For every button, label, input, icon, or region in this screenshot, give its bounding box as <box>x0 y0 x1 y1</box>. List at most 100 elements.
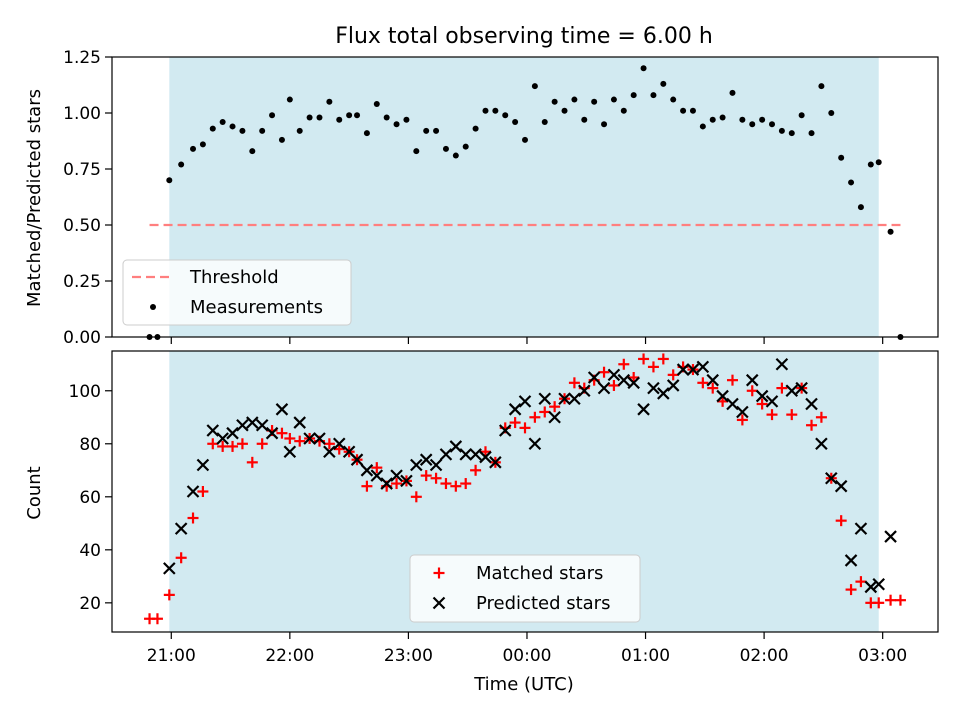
top-y-axis-label: Matched/Predicted stars <box>24 89 45 307</box>
predicted-star-point <box>726 397 739 411</box>
predicted-star-point <box>370 469 384 482</box>
legend-threshold-label: Threshold <box>189 267 279 288</box>
predicted-star-point <box>283 445 297 459</box>
measurement-point <box>306 114 313 121</box>
measurement-point <box>670 96 677 103</box>
measurement-point <box>689 107 696 114</box>
predicted-star-point <box>795 381 808 395</box>
matched-star-point <box>835 515 847 527</box>
measurement-point <box>719 114 726 121</box>
measurement-point <box>393 121 400 128</box>
predicted-star-point <box>587 371 601 384</box>
legend-matched-label: Matched stars <box>476 563 603 584</box>
measurement-point <box>857 204 864 211</box>
predicted-star-point <box>206 424 220 437</box>
measurement-point <box>620 107 627 114</box>
predicted-star-point <box>275 403 289 416</box>
matched-star-point <box>371 462 383 474</box>
predicted-star-point <box>676 363 690 376</box>
measurement-point <box>462 143 469 150</box>
x-tick-label: 23:00 <box>384 646 433 666</box>
matched-star-point <box>618 358 630 370</box>
matched-star-point <box>479 446 491 458</box>
measurement-point <box>541 118 548 125</box>
matched-star-point <box>217 440 229 452</box>
predicted-star-point <box>716 389 729 403</box>
matched-star-point <box>815 411 827 423</box>
predicted-stars-points <box>163 357 897 594</box>
matched-star-point <box>608 379 620 391</box>
measurement-point <box>166 177 173 184</box>
predicted-star-point <box>246 416 259 429</box>
predicted-star-point <box>255 418 269 432</box>
measurement-point <box>239 127 246 134</box>
measurement-point <box>848 179 855 186</box>
measurement-point <box>472 125 479 132</box>
measurement-point <box>709 116 716 123</box>
legend-matched-swatch <box>433 567 445 579</box>
predicted-star-point <box>745 373 759 387</box>
predicted-star-point <box>469 448 482 461</box>
measurement-point <box>769 121 776 128</box>
matched-star-point <box>430 472 442 484</box>
measurement-point <box>778 127 785 134</box>
top-panel: 0.00 0.25 0.50 0.75 1.00 1.25 Matched/Predict… <box>24 48 939 348</box>
bottom-x-ticks: 21:00 22:00 23:00 00:00 01:00 02:00 03:00 <box>147 632 907 666</box>
matched-star-point <box>845 584 857 596</box>
matched-star-point <box>598 366 610 378</box>
measurement-point <box>887 228 894 235</box>
predicted-star-point <box>864 580 878 594</box>
predicted-star-point <box>578 384 591 398</box>
predicted-star-point <box>449 440 463 453</box>
measurement-point <box>373 101 380 108</box>
legend-measurements-label: Measurements <box>190 297 323 318</box>
x-tick-label: 22:00 <box>265 646 314 666</box>
matched-star-point <box>333 443 345 455</box>
measurement-point <box>363 130 370 137</box>
matched-star-point <box>284 432 296 444</box>
predicted-star-point <box>479 450 492 464</box>
x-tick-label: 02:00 <box>740 646 789 666</box>
matched-star-point <box>519 422 531 434</box>
x-tick-label: 03:00 <box>858 646 907 666</box>
predicted-star-point <box>657 387 670 400</box>
matched-star-point <box>391 478 403 490</box>
matched-star-point <box>638 353 650 365</box>
matched-star-point <box>628 372 640 384</box>
measurement-point <box>190 145 197 152</box>
predicted-star-point <box>548 410 561 424</box>
predicted-star-point <box>607 368 621 382</box>
predicted-star-point <box>489 456 502 469</box>
predicted-star-point <box>429 458 443 472</box>
x-axis-label: Time (UTC) <box>473 674 574 695</box>
measurement-point <box>259 127 266 134</box>
measurement-point <box>818 83 825 90</box>
matched-star-point <box>539 406 551 418</box>
measurement-point <box>442 145 449 152</box>
measurement-point <box>482 107 489 114</box>
measurement-points <box>146 65 904 340</box>
matched-star-point <box>697 377 709 389</box>
legend-predicted-label: Predicted stars <box>476 593 610 614</box>
measurement-point <box>749 121 756 128</box>
matched-star-point <box>207 438 219 450</box>
measurement-point <box>581 116 588 123</box>
predicted-star-point <box>597 381 611 395</box>
measurement-point <box>808 130 815 137</box>
matched-star-point <box>549 401 561 413</box>
matched-star-point <box>657 353 669 365</box>
top-legend: Threshold Measurements <box>122 259 352 326</box>
predicted-star-point <box>785 384 799 398</box>
legend-predicted-swatch <box>432 596 446 610</box>
measurement-point <box>650 92 657 99</box>
predicted-star-point <box>360 464 374 477</box>
measurement-point <box>178 161 185 168</box>
predicted-star-point <box>696 360 710 374</box>
bottom-legend: Matched stars Predicted stars <box>409 554 641 623</box>
matched-star-point <box>855 576 867 588</box>
predicted-star-point <box>666 379 680 392</box>
predicted-star-point <box>400 474 413 488</box>
measurement-point <box>278 136 285 143</box>
predicted-star-point <box>410 458 423 472</box>
bottom-y-tick-label: 60 <box>79 488 101 508</box>
